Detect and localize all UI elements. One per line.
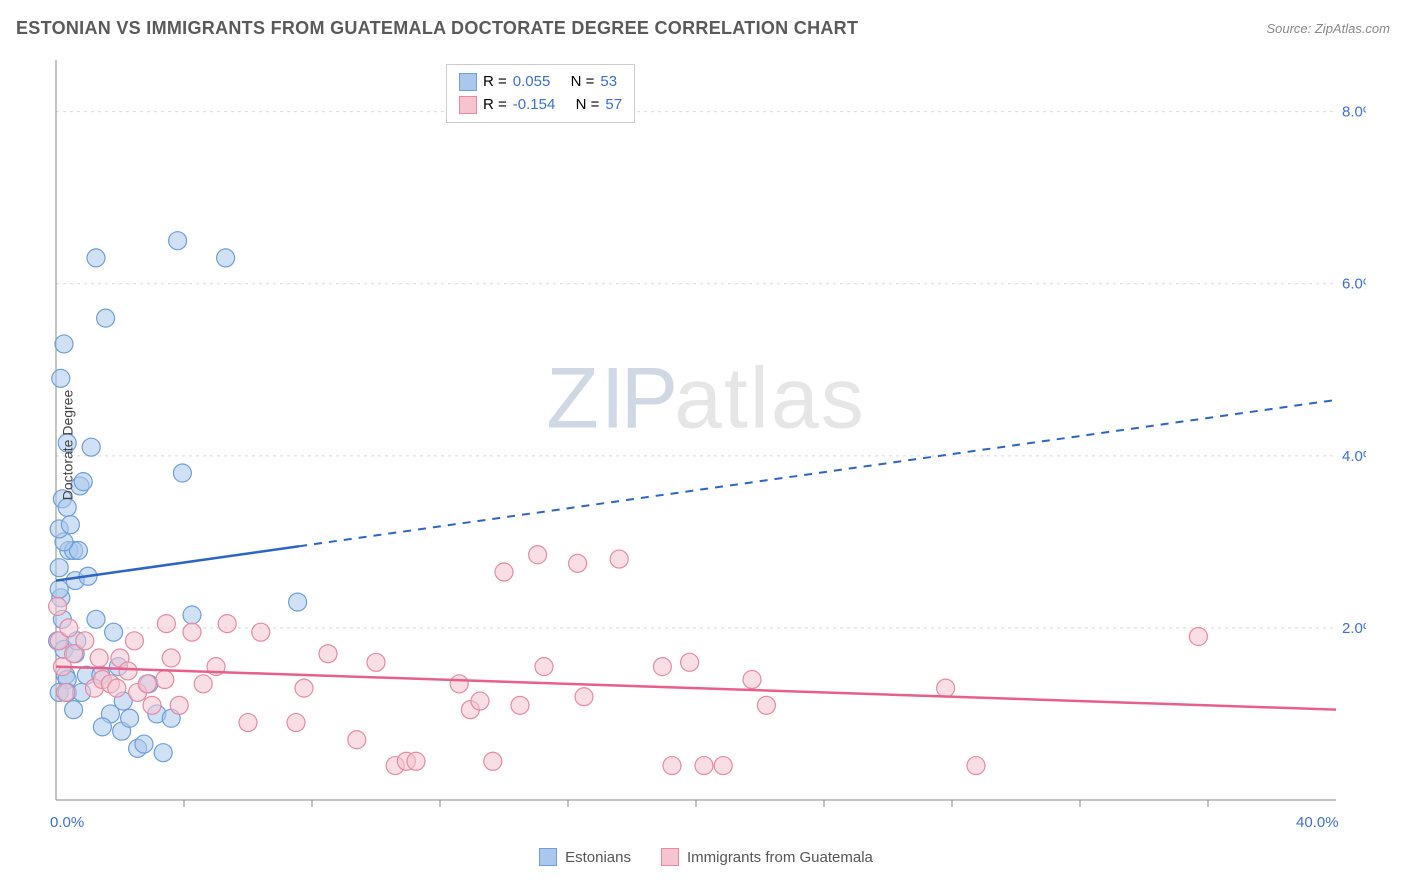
legend-R-label: R = <box>483 94 507 117</box>
legend-swatch-guatemala <box>459 96 477 114</box>
source-name: ZipAtlas.com <box>1315 21 1390 36</box>
legend-N-value-guatemala: 57 <box>605 94 622 117</box>
svg-text:4.0%: 4.0% <box>1342 448 1366 465</box>
svg-text:6.0%: 6.0% <box>1342 276 1366 293</box>
series-legend-guatemala: Immigrants from Guatemala <box>661 848 873 866</box>
legend-R-value-estonians: 0.055 <box>513 71 551 94</box>
scatter-plot-svg: 2.0% 4.0% 6.0% 8.0% <box>46 60 1366 830</box>
chart-title: ESTONIAN VS IMMIGRANTS FROM GUATEMALA DO… <box>16 18 858 39</box>
correlation-legend: R = 0.055 N = 53 R = -0.154 N = 57 <box>446 64 635 123</box>
series-swatch-estonians <box>539 848 557 866</box>
chart-area: Doctorate Degree 2.0%4.0%6.0%8.0% ZIPatl… <box>46 60 1366 830</box>
legend-row-estonians: R = 0.055 N = 53 <box>459 71 622 94</box>
legend-R-label: R = <box>483 71 507 94</box>
legend-N-value-estonians: 53 <box>600 71 617 94</box>
legend-R-value-guatemala: -0.154 <box>513 94 556 117</box>
svg-text:8.0%: 8.0% <box>1342 104 1366 121</box>
legend-N-label: N = <box>576 94 600 117</box>
series-swatch-guatemala <box>661 848 679 866</box>
legend-N-label: N = <box>571 71 595 94</box>
legend-row-guatemala: R = -0.154 N = 57 <box>459 94 622 117</box>
source-attribution: Source: ZipAtlas.com <box>1266 21 1390 36</box>
source-prefix: Source: <box>1266 21 1314 36</box>
y-axis-label: Doctorate Degree <box>59 390 75 501</box>
series-legend-estonians: Estonians <box>539 848 631 866</box>
series-name-guatemala: Immigrants from Guatemala <box>687 849 873 866</box>
x-axis-min-label: 0.0% <box>50 814 84 831</box>
series-legend: Estonians Immigrants from Guatemala <box>46 848 1366 866</box>
svg-text:2.0%: 2.0% <box>1342 620 1366 637</box>
legend-swatch-estonians <box>459 73 477 91</box>
series-name-estonians: Estonians <box>565 849 631 866</box>
x-axis-max-label: 40.0% <box>1296 814 1339 831</box>
